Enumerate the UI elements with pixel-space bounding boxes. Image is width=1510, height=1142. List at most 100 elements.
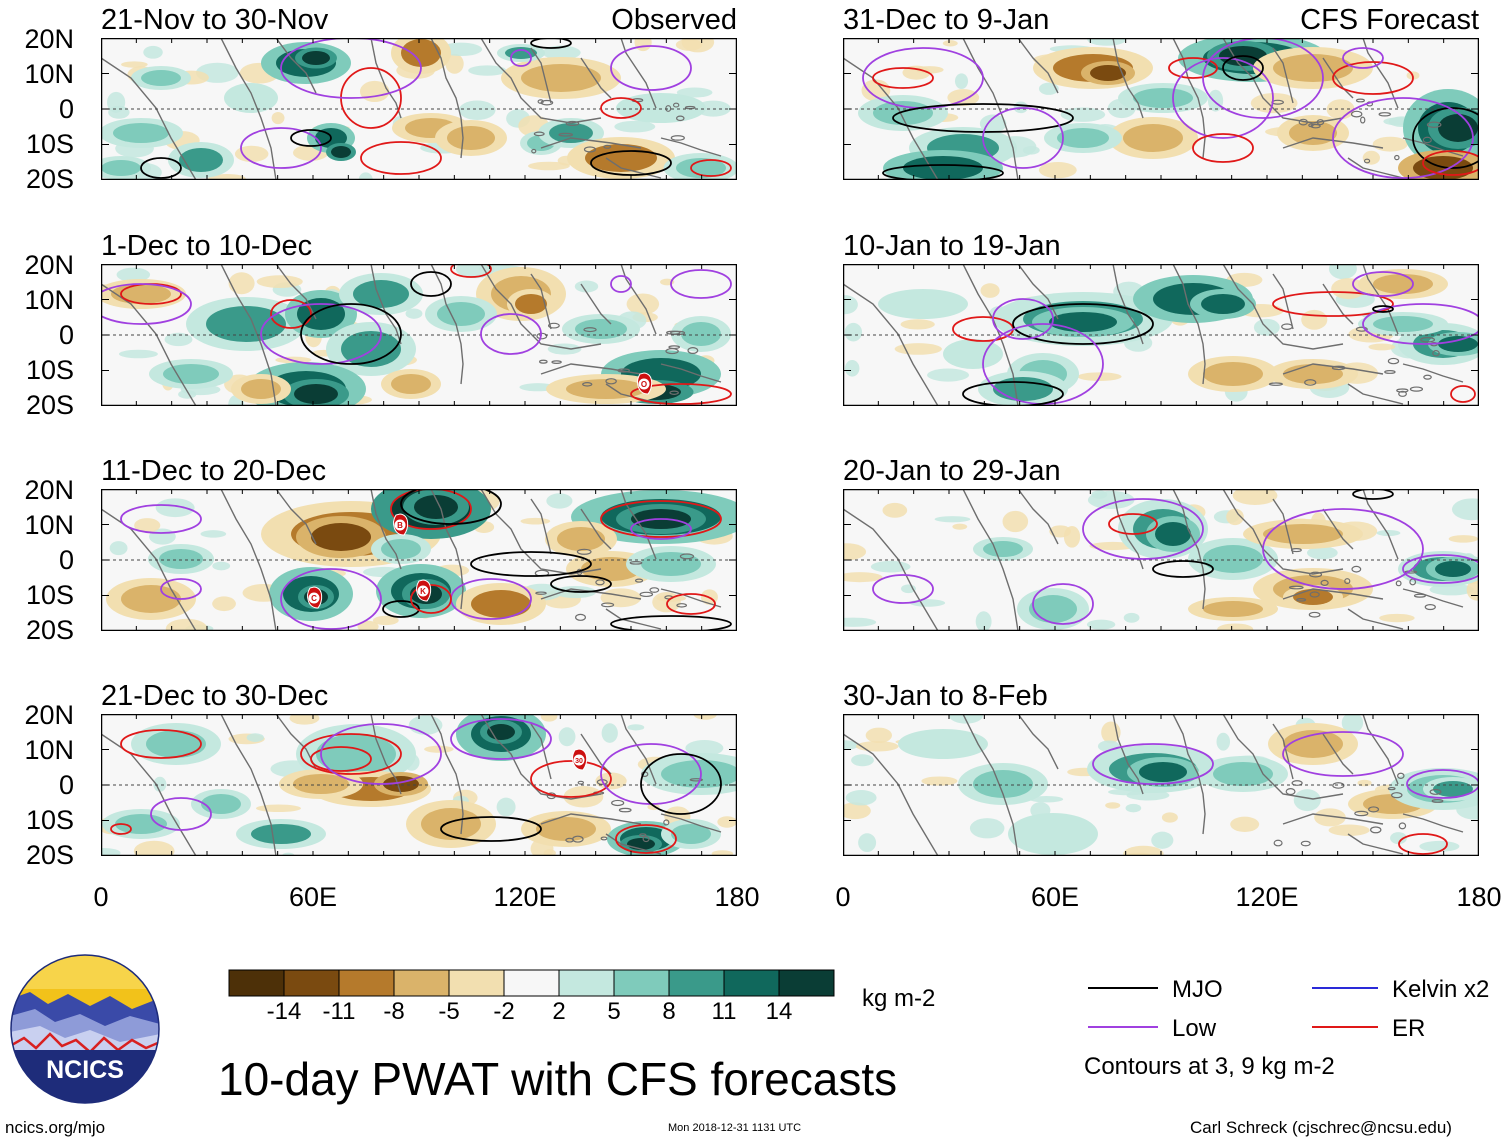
- storm-marker: B: [393, 513, 409, 536]
- coastline: [370, 714, 402, 795]
- pwat-shade: [693, 714, 717, 720]
- low-contour: [982, 107, 1064, 169]
- mjo-contour: [882, 164, 1004, 180]
- pwat-shade: [843, 543, 867, 561]
- pwat-shade: [1060, 107, 1106, 122]
- coastline: [101, 57, 197, 180]
- low-contour: [1082, 498, 1204, 560]
- pwat-shade: [1217, 623, 1254, 631]
- colorbar-tick-label: 11: [711, 998, 737, 1025]
- pwat-shade: [1448, 535, 1479, 543]
- island-outline: [1316, 119, 1325, 126]
- pwat-shade: [549, 123, 593, 143]
- pwat-shade: [1328, 264, 1357, 280]
- coastline: [1282, 813, 1384, 825]
- mjo-contour: [1412, 107, 1479, 169]
- logo-text: NCICS: [46, 1056, 124, 1084]
- coastline: [370, 264, 402, 345]
- er-contour: [600, 500, 722, 538]
- lat-tick-label: 10S: [25, 355, 74, 385]
- low-contour: [1362, 303, 1479, 345]
- island-outline: [551, 360, 562, 364]
- pwat-shade: [575, 319, 627, 339]
- low-contour: [1332, 97, 1474, 179]
- coastline: [480, 489, 602, 575]
- pwat-shade: [913, 734, 973, 754]
- pwat-shade: [893, 294, 953, 314]
- coastline: [430, 714, 464, 835]
- pwat-shade: [717, 816, 737, 828]
- legend-label-low: Low: [1172, 1015, 1217, 1042]
- legend-label-er: ER: [1392, 1015, 1426, 1042]
- island-outline: [1387, 786, 1396, 791]
- island-outline: [1426, 121, 1442, 128]
- er-contour: [1332, 61, 1414, 95]
- pwat-shade: [546, 493, 573, 509]
- coastline: [1222, 714, 1344, 800]
- lat-tick-label: 20N: [24, 24, 74, 54]
- pwat-shade: [1438, 336, 1478, 352]
- mjo-contour: [962, 381, 1064, 406]
- low-contour: [992, 298, 1054, 340]
- island-outline: [676, 115, 685, 122]
- island-outline: [547, 322, 560, 329]
- coastline: [843, 508, 939, 631]
- pwat-shade: [1090, 65, 1126, 81]
- pwat-shade: [947, 89, 980, 106]
- pwat-shade: [1390, 832, 1407, 845]
- colorbar-swatch: [613, 969, 670, 997]
- coastline: [580, 733, 612, 775]
- island-outline: [1350, 110, 1363, 118]
- low-contour: [1262, 508, 1424, 590]
- author-credit: Carl Schreck (cjschrec@ncsu.edu): [1190, 1118, 1452, 1137]
- low-contour: [1402, 554, 1479, 584]
- island-outline: [558, 132, 573, 137]
- pwat-shade: [851, 754, 874, 767]
- pwat-shade: [1203, 545, 1263, 573]
- island-outline: [565, 120, 580, 127]
- low-contour: [1032, 583, 1094, 625]
- pwat-shade: [1293, 789, 1321, 812]
- pwat-shade: [159, 549, 203, 569]
- colorbar-units: kg m-2: [862, 985, 936, 1012]
- coastline: [480, 264, 602, 350]
- pwat-shade: [1216, 732, 1231, 751]
- island-outline: [531, 148, 537, 154]
- island-outline: [1308, 123, 1314, 128]
- pwat-shade: [1314, 808, 1346, 827]
- island-outline: [1354, 810, 1369, 817]
- mjo-contour: [400, 489, 502, 525]
- pwat-shade: [155, 498, 195, 518]
- pwat-shade: [627, 724, 645, 731]
- pwat-shade: [108, 105, 130, 119]
- pwat-shade: [711, 850, 734, 856]
- island-outline: [676, 603, 688, 608]
- island-outline: [1431, 799, 1444, 803]
- coastline: [1402, 588, 1464, 608]
- pwat-shade: [921, 776, 958, 786]
- pwat-shade: [676, 158, 726, 178]
- coastline: [1347, 833, 1404, 855]
- map-panel: [843, 38, 1479, 180]
- pwat-shade: [101, 160, 141, 176]
- pwat-shade: [1213, 762, 1273, 786]
- island-outline: [1290, 548, 1302, 553]
- pwat-shade: [1086, 619, 1116, 630]
- lon-tick-label: 60E: [1030, 882, 1080, 912]
- er-contour: [120, 729, 202, 759]
- pwat-shade: [311, 523, 371, 551]
- pwat-shade: [1155, 522, 1191, 546]
- map-panel: [843, 489, 1479, 631]
- site-link[interactable]: ncics.org/mjo: [5, 1118, 106, 1137]
- coastline: [1172, 489, 1206, 610]
- pwat-shade: [496, 797, 516, 817]
- pwat-shade: [671, 824, 711, 844]
- low-contour: [1342, 47, 1384, 69]
- pwat-shade: [844, 360, 860, 377]
- pwat-shade: [953, 344, 993, 364]
- pwat-shade: [437, 302, 485, 326]
- mjo-contour: [300, 303, 402, 365]
- pwat-shade: [133, 840, 175, 856]
- pwat-shade: [101, 847, 121, 856]
- pwat-shade: [975, 611, 992, 631]
